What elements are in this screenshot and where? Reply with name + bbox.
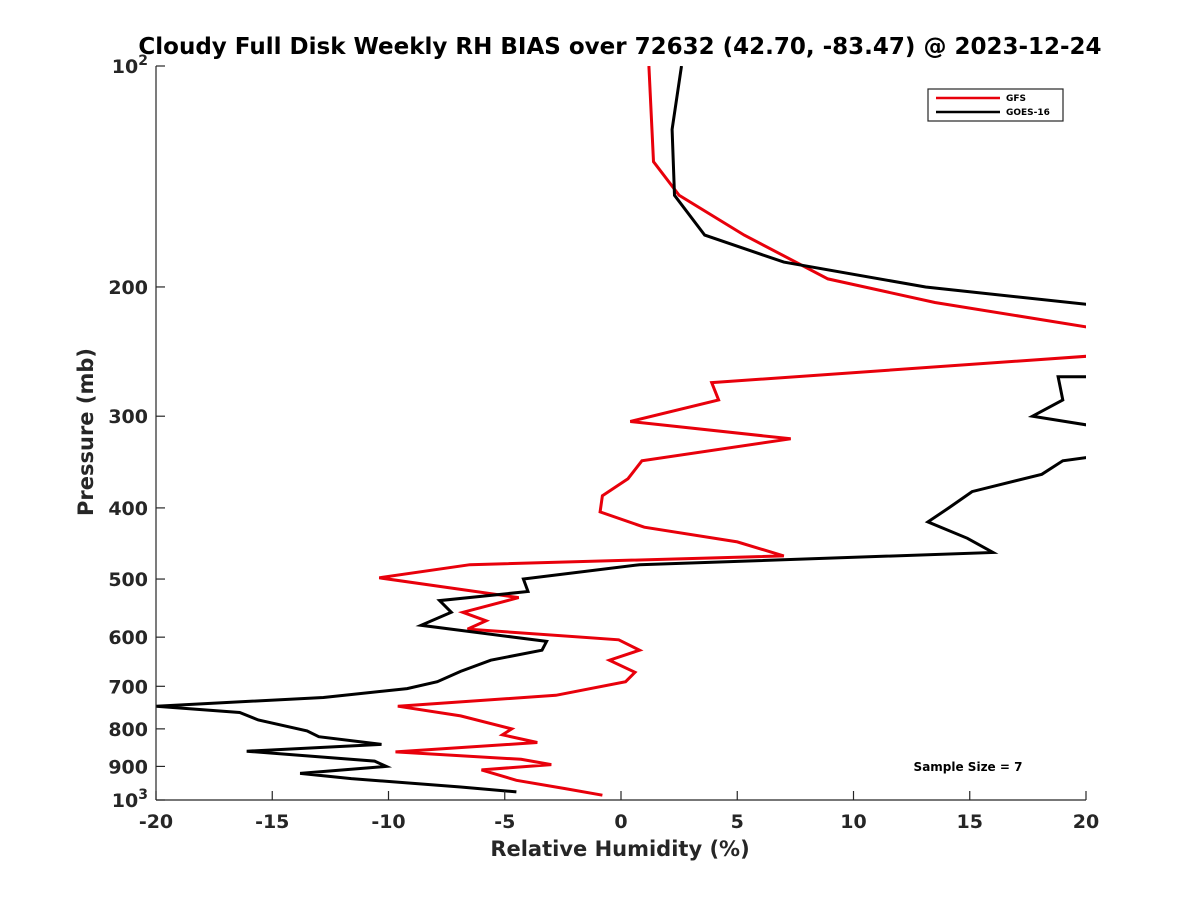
legend: GFS GOES-16 (927, 88, 1064, 122)
series-line-goes-16 (156, 66, 1086, 794)
series-lines (156, 66, 1086, 797)
y-tick-label: 600 (108, 627, 148, 649)
y-tick-label: 700 (108, 676, 148, 698)
x-tick-label: -20 (139, 811, 173, 833)
x-tick-label: -5 (494, 811, 515, 833)
y-tick-label: 103 (112, 787, 148, 812)
legend-box (927, 88, 1064, 122)
x-tick-label: 15 (957, 811, 983, 833)
x-tick-label: 10 (840, 811, 866, 833)
x-axis-label: Relative Humidity (%) (490, 837, 749, 861)
series-line-gfs (378, 66, 1086, 797)
y-tick-label: 102 (112, 53, 148, 78)
legend-label-goes-16: GOES-16 (1006, 108, 1050, 118)
chart-title: Cloudy Full Disk Weekly RH BIAS over 726… (138, 34, 1101, 60)
sample-size-annotation: Sample Size = 7 (914, 760, 1023, 774)
y-tick-label: 300 (108, 406, 148, 428)
plot-area (156, 66, 1086, 797)
y-axis: 102 200 300 400 500 600 700 800 900 103 (108, 53, 165, 812)
y-tick-label: 200 (108, 277, 148, 299)
x-tick-label: -15 (255, 811, 289, 833)
legend-label-gfs: GFS (1006, 94, 1026, 104)
x-tick-label: 0 (614, 811, 627, 833)
y-tick-label: 800 (108, 719, 148, 741)
x-tick-label: 20 (1073, 811, 1099, 833)
x-tick-label: -10 (371, 811, 405, 833)
x-axis: -20 -15 -10 -5 0 5 10 15 20 (139, 791, 1099, 833)
y-tick-label: 500 (108, 569, 148, 591)
y-tick-label: 400 (108, 498, 148, 520)
y-tick-label: 900 (108, 756, 148, 778)
y-axis-label: Pressure (mb) (74, 348, 98, 516)
x-tick-label: 5 (731, 811, 744, 833)
